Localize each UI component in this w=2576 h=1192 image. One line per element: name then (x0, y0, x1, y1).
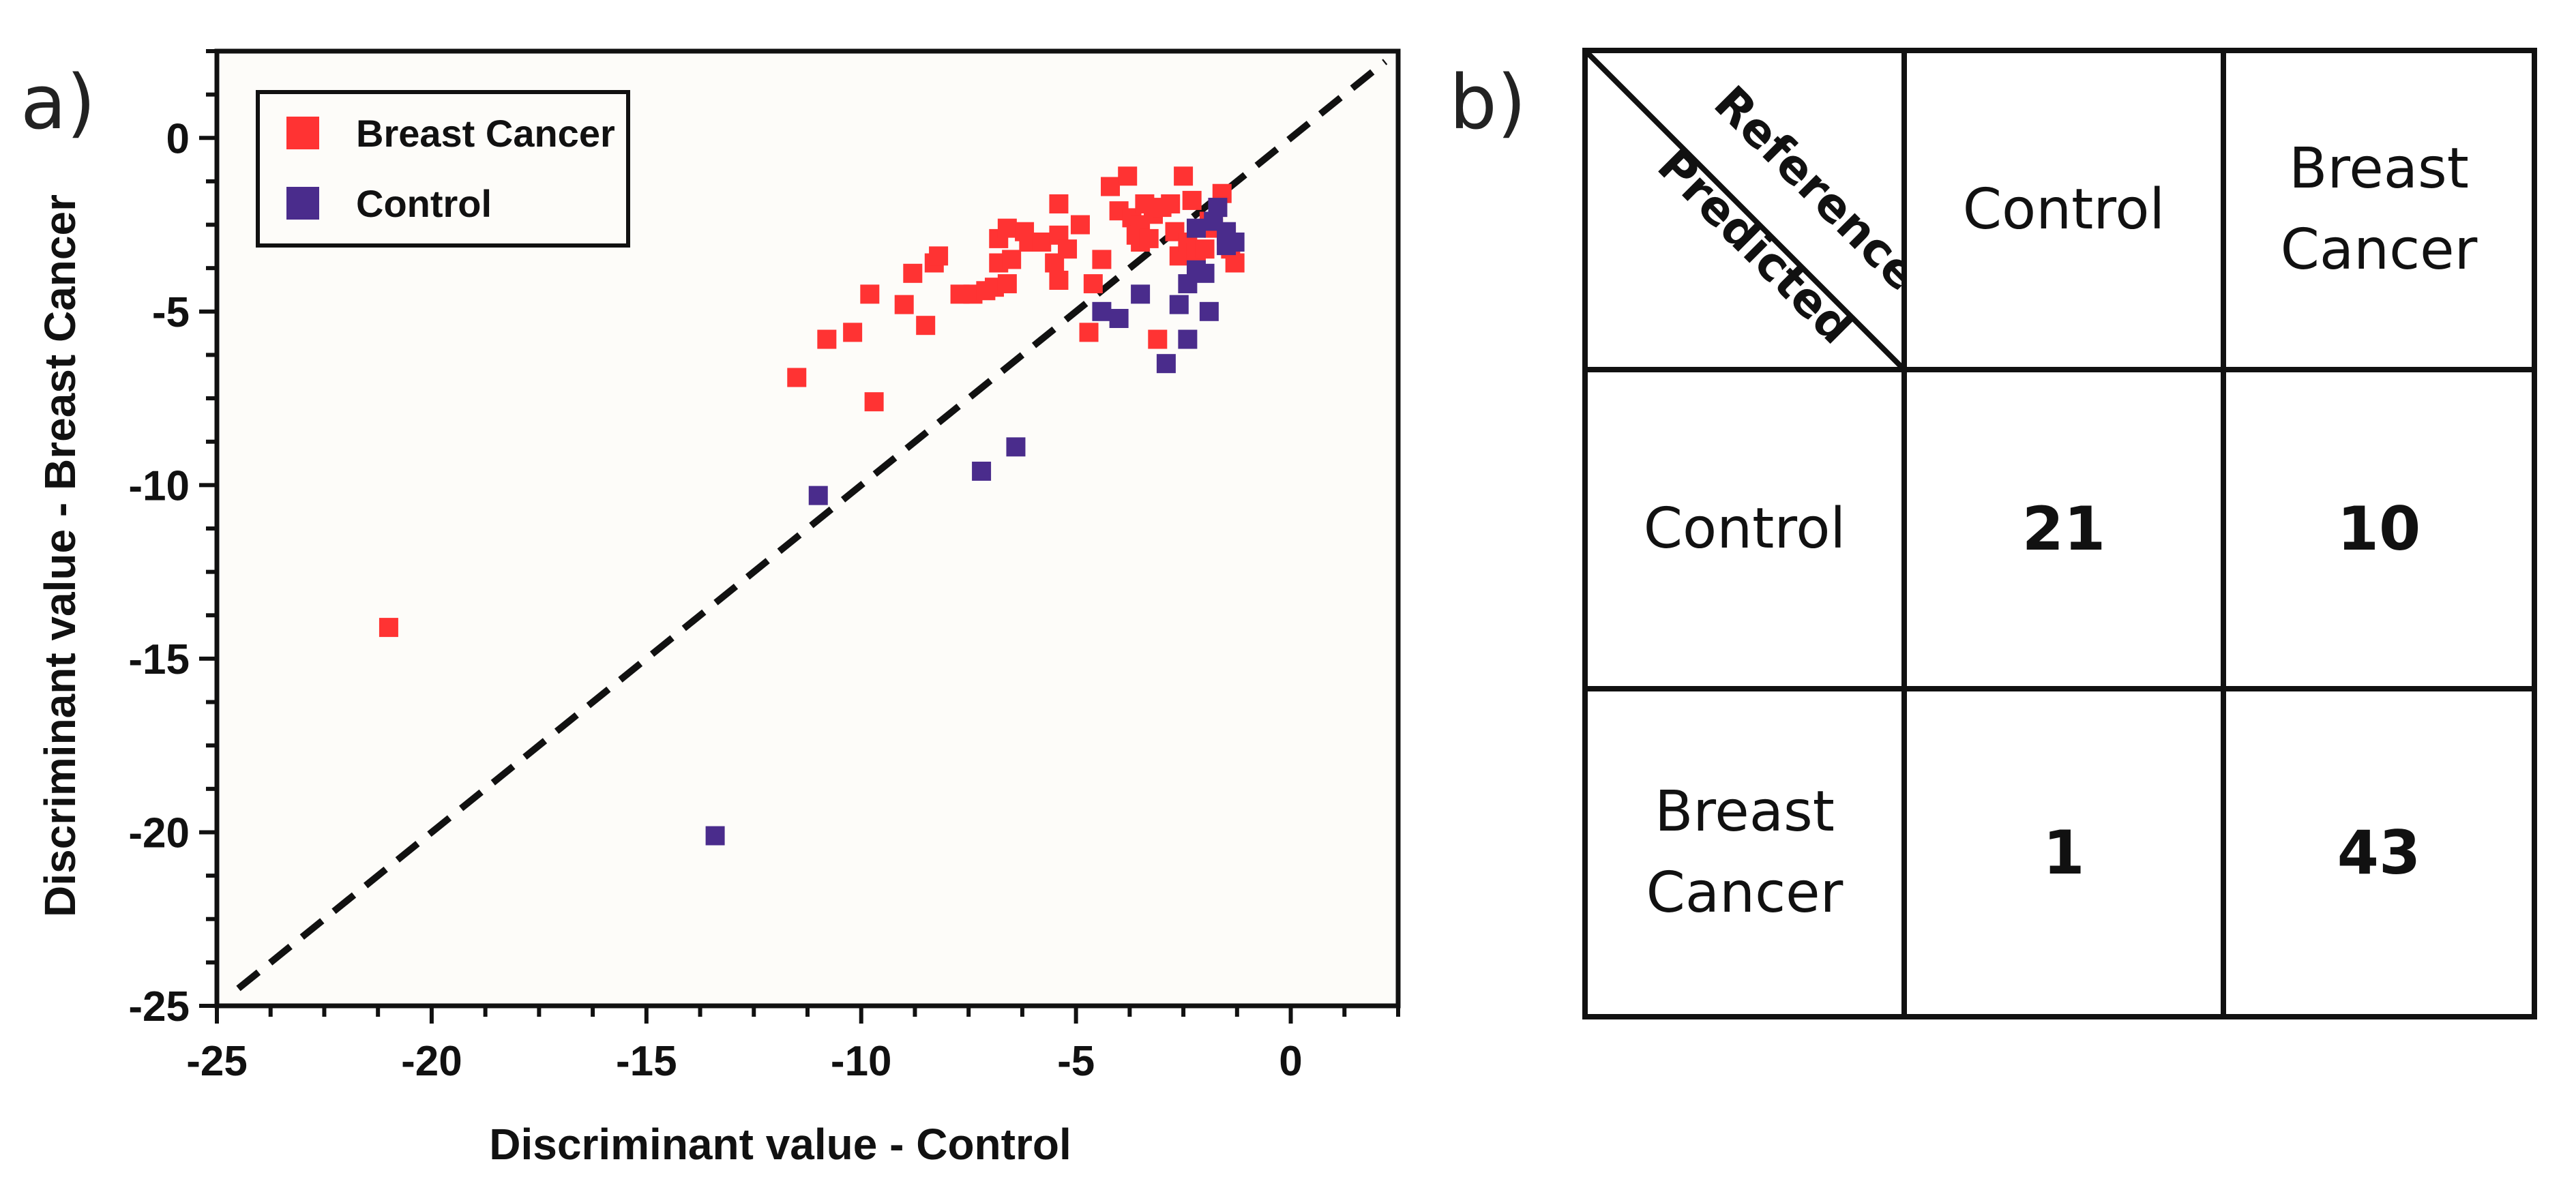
data-point-breast-cancer (1139, 228, 1159, 248)
x-tick-label: 0 (1279, 1038, 1302, 1085)
legend-label-control: Control (356, 182, 492, 225)
y-tick-label: -5 (152, 289, 190, 336)
matrix-corner-cell: Reference Predicted (1588, 53, 1907, 372)
data-point-breast-cancer (860, 284, 880, 304)
data-point-control (1109, 309, 1129, 328)
legend-box (256, 90, 630, 248)
data-point-breast-cancer (1182, 190, 1202, 210)
x-tick-label: -20 (401, 1038, 462, 1085)
data-point-control (1195, 263, 1215, 283)
corner-diagonal (1588, 53, 1901, 367)
data-point-breast-cancer (1049, 271, 1069, 290)
data-point-breast-cancer (379, 618, 398, 638)
x-tick-label: -25 (186, 1038, 248, 1085)
data-point-breast-cancer (1092, 250, 1112, 269)
col-header-breast-cancer: Breast Cancer (2226, 53, 2532, 372)
data-point-breast-cancer (894, 295, 914, 314)
data-point-breast-cancer (817, 329, 837, 349)
matrix-value-breast-cancer-breast-cancer: 43 (2337, 817, 2421, 888)
matrix-value-control-control: 21 (1907, 372, 2226, 691)
data-point-breast-cancer (1101, 177, 1121, 196)
legend-swatch-breast-cancer (286, 117, 319, 149)
matrix-value-breast-cancer-control: 1 (1907, 691, 2226, 1014)
y-tick-label: 0 (166, 115, 190, 162)
legend-swatch-control (286, 187, 319, 220)
data-point-breast-cancer (1118, 166, 1138, 186)
data-point-breast-cancer (1070, 215, 1090, 235)
data-point-breast-cancer (864, 392, 884, 412)
data-point-breast-cancer (1148, 329, 1168, 349)
y-tick-label: -20 (128, 809, 190, 856)
data-point-breast-cancer (1049, 194, 1069, 213)
data-point-control (1178, 329, 1198, 349)
x-tick-label: -5 (1057, 1038, 1095, 1085)
panel-label-b: b) (1449, 59, 1526, 146)
data-point-breast-cancer (1058, 239, 1078, 259)
data-point-control (1092, 301, 1112, 321)
data-point-control (1169, 295, 1189, 314)
data-point-control (1156, 354, 1176, 374)
data-point-control (1208, 198, 1228, 218)
x-tick-label: -15 (616, 1038, 677, 1085)
data-point-control (1006, 437, 1026, 457)
data-point-control (1225, 233, 1245, 252)
data-point-control (972, 462, 992, 481)
data-point-control (705, 826, 725, 846)
legend-label-breast-cancer: Breast Cancer (356, 112, 615, 155)
col-header-control: Control (1907, 53, 2226, 372)
data-point-control (1186, 218, 1206, 238)
data-point-control (1199, 301, 1219, 321)
y-tick-label: -25 (128, 983, 190, 1030)
data-point-breast-cancer (997, 274, 1017, 294)
data-point-control (1131, 284, 1151, 304)
scatter-chart: -25 -20 -15 -10 -5 0 -25 -20 -15 -10 -5 0 Discrimina… (35, 48, 1401, 1169)
row-header-control: Control (1588, 372, 1907, 691)
y-axis-label: Discriminant value - Breast Cancer (35, 194, 85, 917)
y-tick-label: -10 (128, 462, 190, 509)
row-header-breast-cancer: Breast Cancer (1588, 691, 1907, 1014)
data-point-breast-cancer (916, 316, 936, 336)
data-point-breast-cancer (843, 323, 863, 342)
data-point-breast-cancer (1079, 323, 1099, 342)
data-point-breast-cancer (997, 218, 1017, 238)
x-axis-label: Discriminant value - Control (489, 1120, 1071, 1169)
reference-line-dashed (236, 59, 1388, 992)
data-point-breast-cancer (1083, 274, 1103, 294)
matrix-value-control-breast-cancer: 10 (2226, 372, 2532, 691)
data-point-breast-cancer (903, 263, 923, 283)
data-point-breast-cancer (1002, 250, 1022, 269)
data-point-breast-cancer (1032, 233, 1052, 252)
panel-label-a: a) (20, 59, 96, 146)
data-point-breast-cancer (787, 368, 807, 387)
x-tick-label: -10 (831, 1038, 892, 1085)
data-point-breast-cancer (1161, 194, 1181, 213)
data-point-breast-cancer (1174, 166, 1194, 186)
data-point-breast-cancer (1225, 253, 1245, 273)
confusion-matrix: Reference Predicted Control Breast Cance… (1582, 48, 2537, 1019)
data-point-control (808, 486, 828, 505)
y-tick-label: -15 (128, 636, 190, 683)
data-point-breast-cancer (929, 246, 949, 266)
data-point-breast-cancer (1195, 239, 1215, 259)
